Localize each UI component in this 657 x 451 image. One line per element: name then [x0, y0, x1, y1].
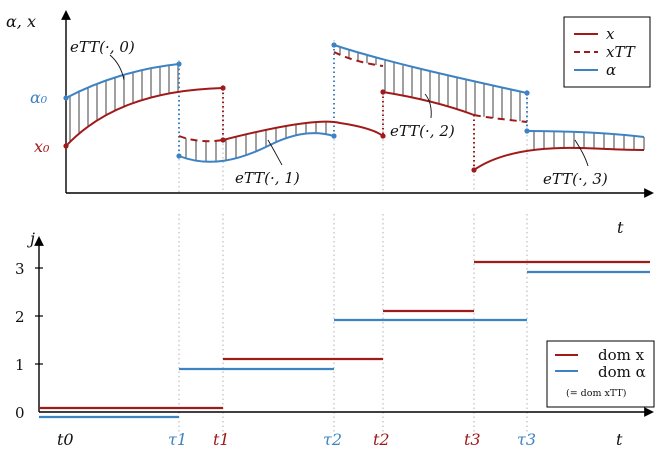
- x-segment-2: [382, 91, 475, 116]
- error-hatching: [69, 46, 645, 162]
- error-label-2: eTT(·, 2): [390, 122, 455, 140]
- alpha-segment-1: [178, 132, 335, 163]
- x-dot: [380, 89, 386, 95]
- error-label-3: eTT(·, 3): [543, 170, 608, 188]
- legend-label-alpha: α: [606, 61, 616, 79]
- top-legend: x xTT α: [563, 16, 651, 88]
- dom-x-segments: [39, 260, 650, 410]
- y-tick-label-2: 2: [15, 308, 25, 326]
- x-segment-0: [65, 87, 224, 147]
- x-dot: [63, 143, 69, 149]
- bottom-guide-lines: [178, 214, 528, 432]
- legend-label-x: x: [606, 25, 615, 43]
- time-label-t3: t3: [464, 430, 481, 449]
- error-label-0: eTT(·, 0): [70, 38, 135, 56]
- x-dot: [220, 137, 226, 143]
- x0-label: x₀: [34, 137, 50, 156]
- legend-label-dom-x: dom x: [598, 346, 645, 364]
- legend-note: (= dom xTT): [566, 388, 626, 399]
- alpha-dot: [176, 61, 182, 67]
- alpha-dot: [176, 153, 182, 159]
- leader-e3: [574, 139, 589, 167]
- xTT-segment-2b: [473, 114, 528, 123]
- error-label-1: eTT(·, 1): [235, 169, 300, 187]
- time-label-t2: t2: [373, 430, 390, 449]
- bottom-panel: 0 1 2 3 j dom x dom α (= dom xTT): [15, 214, 655, 449]
- xTT-segment-1: [178, 135, 224, 143]
- bottom-y-ticks: [35, 267, 43, 365]
- bottom-y-axis-label: j: [27, 229, 35, 248]
- alpha-dot: [331, 42, 337, 48]
- alpha-dots: [63, 42, 530, 159]
- time-label-tau2: τ2: [323, 430, 342, 449]
- alpha0-label: α₀: [30, 88, 48, 107]
- x-segment-3: [473, 146, 645, 171]
- top-y-axis-label: α, x: [6, 12, 36, 31]
- alpha-jumps: [178, 45, 528, 156]
- x-curves: [65, 87, 645, 171]
- x-segment-1: [222, 120, 384, 141]
- time-label-t1: t1: [213, 430, 230, 449]
- alpha-segment-2: [333, 44, 528, 94]
- alpha-dot: [524, 128, 530, 134]
- leader-e0: [109, 54, 125, 81]
- alpha-segment-3: [526, 130, 645, 138]
- x-dot: [380, 133, 386, 139]
- time-label-t: t: [616, 430, 623, 449]
- top-t-label: t: [617, 218, 624, 237]
- xTT-curves: [178, 51, 528, 143]
- legend-label-xTT: xTT: [606, 43, 636, 61]
- x-dots: [63, 85, 477, 173]
- error-leaders: [109, 54, 589, 167]
- time-label-tau3: τ3: [517, 430, 536, 449]
- alpha-dot: [63, 95, 69, 101]
- top-panel: α, x α₀ x₀ t eTT(·, 0) eTT(·, 1) eTT(·, …: [6, 10, 654, 237]
- alpha-dot: [524, 90, 530, 96]
- bottom-legend-box: [546, 340, 655, 408]
- dom-alpha-segments: [39, 270, 650, 419]
- time-label-t0: t0: [57, 430, 74, 449]
- xTT-segment-2a: [333, 51, 384, 67]
- x-dot: [471, 167, 477, 173]
- x-dot: [220, 85, 226, 91]
- legend-label-dom-alpha: dom α: [598, 363, 646, 381]
- time-label-tau1: τ1: [168, 430, 187, 449]
- bottom-legend: dom x dom α (= dom xTT): [546, 340, 655, 408]
- alpha-dot: [331, 133, 337, 139]
- leader-e1: [267, 139, 283, 166]
- x-jumps: [222, 88, 475, 170]
- y-tick-label-1: 1: [15, 356, 25, 374]
- y-tick-label-3: 3: [15, 260, 25, 278]
- y-tick-label-0: 0: [15, 404, 25, 422]
- alpha-segment-0: [65, 63, 180, 99]
- leader-e2: [424, 93, 432, 119]
- alpha-curves: [65, 44, 645, 163]
